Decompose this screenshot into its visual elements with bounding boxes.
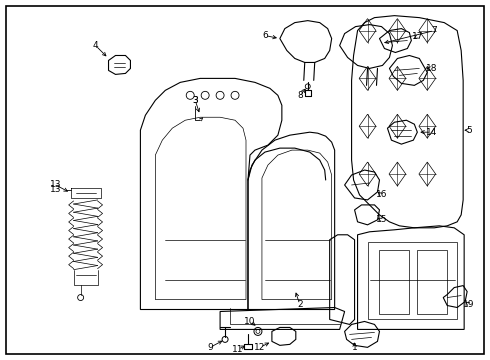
Text: 13: 13 [50,180,61,189]
Text: 3: 3 [192,96,198,105]
Text: 5: 5 [466,126,472,135]
Text: 10: 10 [244,317,256,326]
Text: 6: 6 [262,31,268,40]
Text: 17: 17 [412,32,423,41]
Text: 16: 16 [376,190,387,199]
Text: 8: 8 [297,91,303,100]
Text: 15: 15 [376,215,387,224]
Text: 19: 19 [464,300,475,309]
Text: 11: 11 [232,345,244,354]
Text: 13: 13 [50,185,61,194]
Text: 14: 14 [426,128,437,137]
Text: 4: 4 [93,41,98,50]
Text: 9: 9 [207,343,213,352]
Text: 1: 1 [352,343,357,352]
Text: 12: 12 [254,343,266,352]
Text: 2: 2 [297,300,303,309]
Text: 3: 3 [192,96,198,105]
Text: 7: 7 [431,26,437,35]
Text: 18: 18 [425,64,437,73]
